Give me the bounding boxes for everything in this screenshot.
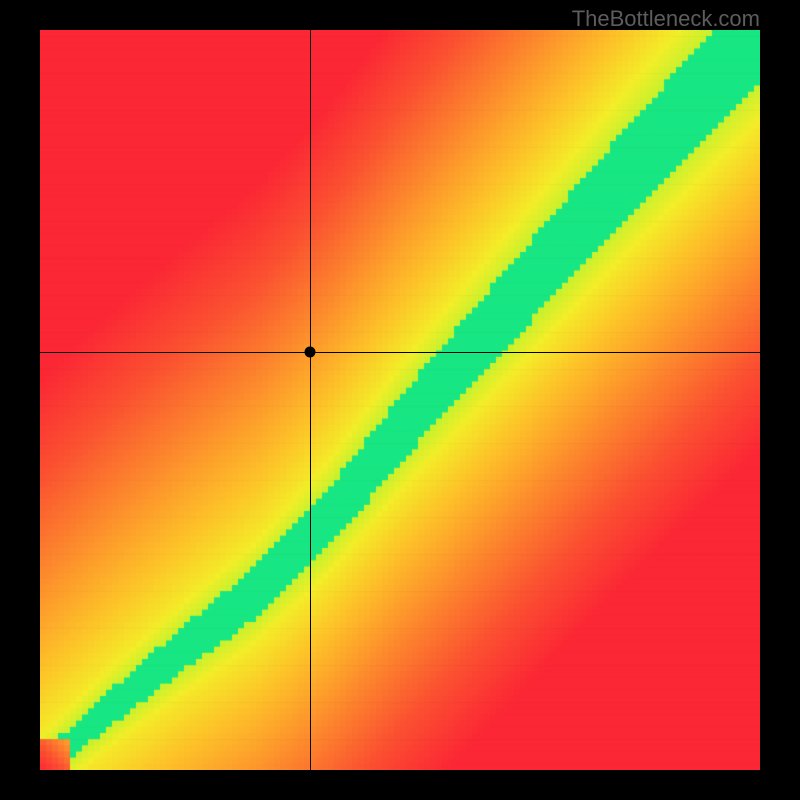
heatmap-plot [40,30,760,770]
watermark-text: TheBottleneck.com [572,6,760,32]
crosshair-vertical [310,30,311,770]
crosshair-marker [305,346,316,357]
heatmap-canvas [40,30,760,770]
crosshair-horizontal [40,352,760,353]
